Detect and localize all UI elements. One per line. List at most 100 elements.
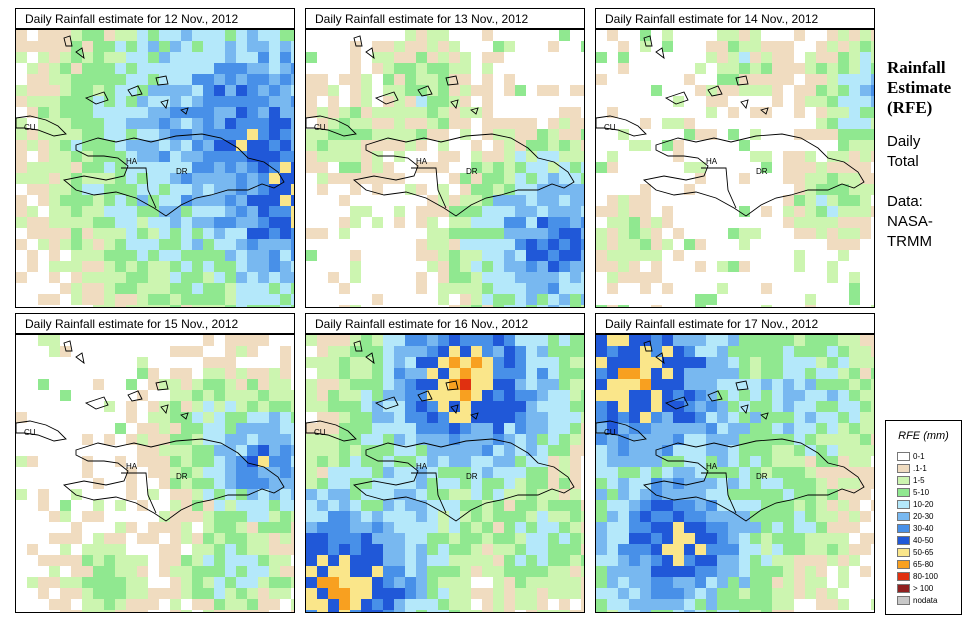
- rainfall-cell: [416, 346, 427, 357]
- rainfall-cell: [761, 489, 772, 500]
- rainfall-cell: [651, 577, 662, 588]
- rainfall-cell: [258, 272, 269, 283]
- rainfall-cell: [38, 85, 49, 96]
- rainfall-cell: [416, 588, 427, 599]
- rainfall-cell: [794, 390, 805, 401]
- rainfall-cell: [394, 368, 405, 379]
- coastline-island: [353, 35, 363, 47]
- rainfall-cell: [394, 511, 405, 522]
- rainfall-cell: [16, 412, 27, 423]
- rainfall-cell: [629, 140, 640, 151]
- rainfall-cell: [38, 489, 49, 500]
- rainfall-cell: [49, 511, 60, 522]
- rainfall-cell: [849, 129, 860, 140]
- rainfall-cell: [471, 533, 482, 544]
- rainfall-cell: [328, 390, 339, 401]
- rainfall-cell: [717, 390, 728, 401]
- rainfall-cell: [629, 533, 640, 544]
- rainfall-cell: [706, 357, 717, 368]
- rainfall-cell: [148, 434, 159, 445]
- rainfall-cell: [38, 228, 49, 239]
- rainfall-cell: [493, 467, 504, 478]
- rainfall-cell: [170, 173, 181, 184]
- rainfall-cell: [236, 599, 247, 610]
- rainfall-cell: [871, 434, 874, 445]
- rainfall-cell: [60, 173, 71, 184]
- rainfall-cell: [115, 184, 126, 195]
- rainfall-cell: [838, 184, 849, 195]
- rainfall-cell: [559, 533, 570, 544]
- rainfall-cell: [328, 533, 339, 544]
- rainfall-cell: [280, 195, 291, 206]
- rainfall-cell: [772, 577, 783, 588]
- rainfall-cell: [16, 272, 27, 283]
- rainfall-cell: [662, 500, 673, 511]
- rainfall-cell: [607, 544, 618, 555]
- rainfall-cell: [493, 599, 504, 610]
- rainfall-cell: [225, 599, 236, 610]
- rainfall-cell: [170, 129, 181, 140]
- rainfall-cell: [361, 140, 372, 151]
- rainfall-cell: [394, 379, 405, 390]
- rainfall-cell: [651, 261, 662, 272]
- rainfall-cell: [805, 434, 816, 445]
- rainfall-cell: [871, 423, 874, 434]
- rainfall-cell: [471, 250, 482, 261]
- rainfall-cell: [827, 478, 838, 489]
- rainfall-cell: [581, 272, 584, 283]
- rainfall-cell: [548, 250, 559, 261]
- rainfall-cell: [71, 239, 82, 250]
- rainfall-cell: [629, 379, 640, 390]
- rainfall-cell: [482, 390, 493, 401]
- rainfall-cell: [438, 390, 449, 401]
- rainfall-cell: [148, 599, 159, 610]
- rainfall-cell: [651, 511, 662, 522]
- rainfall-cell: [493, 379, 504, 390]
- rainfall-cell: [537, 357, 548, 368]
- rainfall-cell: [192, 533, 203, 544]
- rainfall-cell: [416, 511, 427, 522]
- rainfall-cell: [339, 489, 350, 500]
- rainfall-cell: [71, 107, 82, 118]
- rainfall-cell: [761, 151, 772, 162]
- rainfall-cell: [49, 272, 60, 283]
- rainfall-cell: [269, 118, 280, 129]
- rainfall-cell: [225, 239, 236, 250]
- rainfall-cell: [214, 294, 225, 305]
- rainfall-cell: [816, 588, 827, 599]
- rainfall-cell: [438, 195, 449, 206]
- label-ha: HA: [706, 157, 718, 166]
- rainfall-cell: [761, 206, 772, 217]
- rainfall-cell: [269, 368, 280, 379]
- rainfall-cell: [739, 85, 750, 96]
- rainfall-cell: [482, 272, 493, 283]
- rainfall-cell: [581, 412, 584, 423]
- rainfall-cell: [38, 52, 49, 63]
- rainfall-cell: [280, 162, 291, 173]
- rainfall-cell: [471, 151, 482, 162]
- rainfall-cell: [181, 272, 192, 283]
- rainfall-cell: [471, 401, 482, 412]
- rainfall-cell: [772, 412, 783, 423]
- rainfall-cell: [27, 206, 38, 217]
- rainfall-cell: [93, 283, 104, 294]
- rainfall-cell: [640, 522, 651, 533]
- rainfall-cell: [651, 610, 662, 612]
- rainfall-cell: [816, 74, 827, 85]
- rainfall-cell: [504, 456, 515, 467]
- rainfall-cell: [504, 599, 515, 610]
- rainfall-cell: [607, 412, 618, 423]
- rainfall-cell: [805, 401, 816, 412]
- coastline-cuba: [306, 420, 357, 442]
- rainfall-cell: [405, 401, 416, 412]
- label-dr: DR: [176, 167, 188, 176]
- rainfall-cell: [60, 283, 71, 294]
- rainfall-cell: [317, 577, 328, 588]
- rainfall-cell: [291, 228, 294, 239]
- rainfall-cell: [126, 239, 137, 250]
- rainfall-cell: [559, 129, 570, 140]
- rainfall-cell: [49, 129, 60, 140]
- rainfall-cell: [629, 206, 640, 217]
- rainfall-cell: [159, 140, 170, 151]
- rainfall-cell: [684, 467, 695, 478]
